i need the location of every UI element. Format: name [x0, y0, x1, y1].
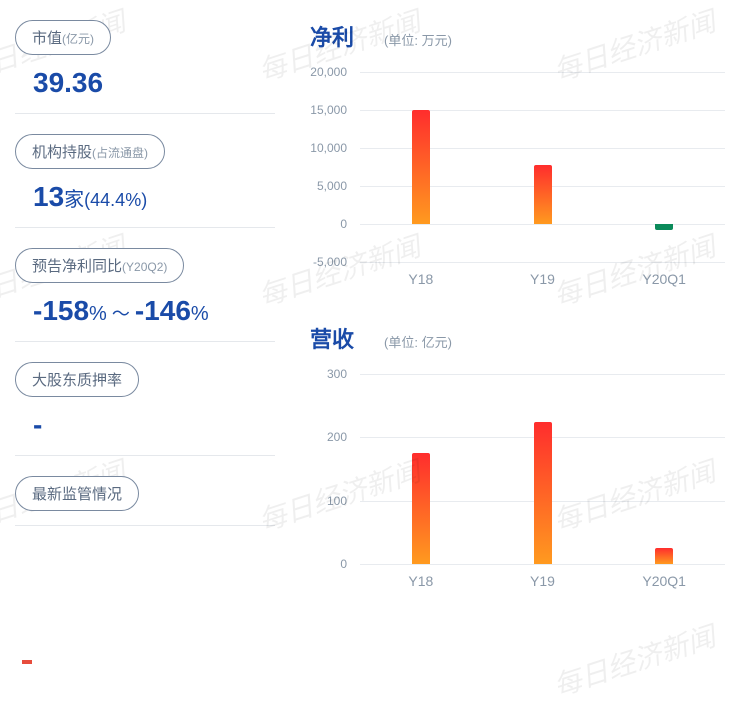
card-label-text: 预告净利同比: [32, 258, 122, 275]
divider: [15, 113, 275, 114]
y-tick-label: 100: [297, 494, 347, 508]
chart-title: 营收: [310, 322, 354, 354]
card-label: 最新监管情况: [15, 476, 139, 511]
y-tick-label: 300: [297, 367, 347, 381]
card-institutional-holding: 机构持股(占流通盘) 13家(44.4%): [15, 134, 275, 228]
card-label-text: 市值: [32, 30, 62, 47]
divider: [15, 341, 275, 342]
card-pledge-rate: 大股东质押率 -: [15, 362, 275, 456]
x-axis: Y18 Y19 Y20Q1: [360, 569, 725, 594]
left-column: 市值(亿元) 39.36 机构持股(占流通盘) 13家(44.4%) 预告净利同…: [15, 20, 275, 656]
y-axis: 0100200300: [300, 374, 355, 564]
bar: [412, 110, 430, 224]
divider: [15, 455, 275, 456]
y-tick-label: 10,000: [297, 141, 347, 155]
value-a: 13: [33, 181, 64, 212]
grid-line: [360, 564, 725, 565]
net-profit-chart: 净利 (单位: 万元) -5,000 0 5,000 10,000 15,000 20,0…: [290, 20, 735, 292]
card-value: -: [33, 409, 275, 441]
y-tick-label: 15,000: [297, 103, 347, 117]
bar: [534, 165, 552, 224]
card-label-text: 最新监管情况: [32, 486, 122, 503]
card-label: 市值(亿元): [15, 20, 111, 55]
x-tick-label: Y19: [530, 271, 555, 287]
unit-b: %: [191, 303, 209, 325]
y-tick-label: 0: [297, 557, 347, 571]
card-profit-forecast: 预告净利同比(Y20Q2) -158% ～ -146%: [15, 248, 275, 342]
unit-a: %: [89, 303, 107, 325]
chart-unit: (单位: 亿元): [384, 332, 452, 351]
y-tick-label: 20,000: [297, 65, 347, 79]
x-tick-label: Y18: [408, 573, 433, 589]
grid-line: [360, 72, 725, 73]
chart-unit: (单位: 万元): [384, 30, 452, 49]
y-axis: -5,00005,00010,00015,00020,000: [300, 72, 355, 262]
chart-area: -5,000 0 5,000 10,000 15,000 20,000 Y18 Y19 Y20…: [300, 62, 735, 292]
x-tick-label: Y20Q1: [642, 573, 686, 589]
unit-a: 家: [64, 189, 84, 211]
card-value: 13家(44.4%): [33, 181, 275, 213]
grid-line: [360, 262, 725, 263]
x-tick-label: Y19: [530, 573, 555, 589]
chart-header: 营收 (单位: 亿元): [310, 322, 735, 354]
card-value: -158% ～ -146%: [33, 295, 275, 327]
card-label-sub: (占流通盘): [92, 146, 148, 160]
card-label-text: 机构持股: [32, 144, 92, 161]
card-label-text: 大股东质押率: [32, 372, 122, 389]
bar: [412, 453, 430, 564]
card-regulatory: 最新监管情况: [15, 476, 275, 526]
card-label-sub: (亿元): [62, 32, 94, 46]
y-tick-label: 200: [297, 430, 347, 444]
x-tick-label: Y20Q1: [642, 271, 686, 287]
bar: [655, 548, 673, 564]
bar: [655, 224, 673, 230]
unit-b: %): [125, 190, 147, 210]
card-label: 预告净利同比(Y20Q2): [15, 248, 184, 283]
x-tick-label: Y18: [408, 271, 433, 287]
value-b: (44.4: [84, 190, 125, 210]
y-tick-label: 0: [297, 217, 347, 231]
divider: [15, 227, 275, 228]
card-label: 大股东质押率: [15, 362, 139, 397]
right-column: 净利 (单位: 万元) -5,000 0 5,000 10,000 15,000 20,0…: [275, 20, 735, 656]
footer-accent-mark: [22, 660, 32, 664]
plot-area: [360, 374, 725, 564]
divider: [15, 525, 275, 526]
grid-line: [360, 374, 725, 375]
plot-area: [360, 72, 725, 262]
x-axis: Y18 Y19 Y20Q1: [360, 267, 725, 292]
chart-title: 净利: [310, 20, 354, 52]
card-label-sub: (Y20Q2): [122, 260, 167, 274]
value-b: -146: [135, 295, 191, 326]
y-tick-label: 5,000: [297, 179, 347, 193]
y-tick-label: -5,000: [297, 255, 347, 269]
value-a: -158: [33, 295, 89, 326]
bar: [534, 422, 552, 565]
card-value: 39.36: [33, 67, 275, 99]
revenue-chart: 营收 (单位: 亿元) 0 100 200 300 Y18 Y19 Y20Q1: [290, 322, 735, 594]
join: ～: [107, 304, 135, 324]
chart-header: 净利 (单位: 万元): [310, 20, 735, 52]
chart-area: 0 100 200 300 Y18 Y19 Y20Q1: [300, 364, 735, 594]
card-market-cap: 市值(亿元) 39.36: [15, 20, 275, 114]
card-label: 机构持股(占流通盘): [15, 134, 165, 169]
